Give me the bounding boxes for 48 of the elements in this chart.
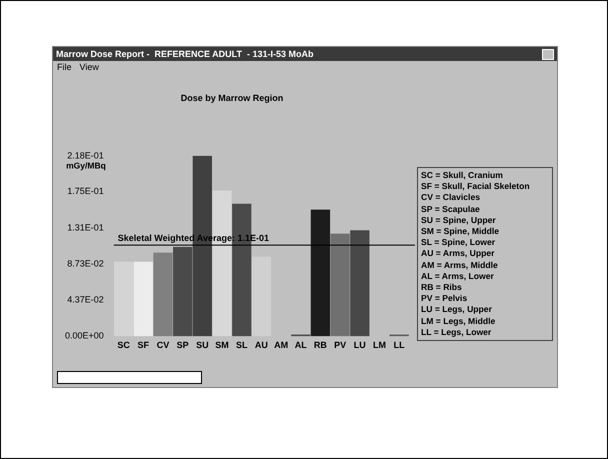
x-tick-label: SU <box>196 340 209 350</box>
x-tick-label: LM <box>372 340 386 350</box>
y-axis-title: mGy/MBq <box>66 160 106 170</box>
text: SL = Spine, Lower <box>421 237 496 248</box>
text: PV = Pelvis <box>421 293 468 304</box>
bar <box>153 252 173 336</box>
text: View <box>80 62 99 72</box>
x-tick-label: SF <box>138 340 150 350</box>
text: AU = Arms, Upper <box>421 248 496 260</box>
y-tick-label: 4.37E-02 <box>67 294 104 305</box>
text: Marrow Dose Report - REFERENCE ADULT - 131-I-53 MoAb <box>56 49 314 59</box>
bar <box>310 210 330 336</box>
text: SF = Skull, Facial Skeleton <box>421 181 531 192</box>
x-tick-label: SL <box>236 340 248 350</box>
y-tick-label: 1.75E-01 <box>67 186 104 196</box>
text: SU = Spine, Upper <box>421 214 497 226</box>
text: LM = Legs, Middle <box>421 316 496 327</box>
x-tick-label: CV <box>156 340 170 350</box>
x-tick-label: SC <box>117 340 130 350</box>
x-tick-label: LL <box>394 340 406 350</box>
x-tick-label: SP <box>176 340 189 350</box>
y-tick-label: 1.31E-01 <box>67 222 104 232</box>
x-tick-label: PV <box>334 340 346 350</box>
text: SP = Scapulae <box>421 204 481 215</box>
text: File <box>57 62 72 72</box>
text: RB = Ribs <box>421 282 463 294</box>
x-tick-label: RB <box>314 340 328 350</box>
bar <box>330 234 350 336</box>
text: AM = Arms, Middle <box>421 260 499 271</box>
text: AL = Arms, Lower <box>421 270 495 282</box>
text: SM = Spine, Middle <box>421 226 500 238</box>
bar <box>134 262 153 336</box>
bar <box>252 256 272 336</box>
bar <box>114 262 134 336</box>
y-tick-label: 8.73E-02 <box>67 258 104 268</box>
y-tick-label: 0.00E+00 <box>64 330 104 341</box>
text: LL = Legs, Lower <box>421 326 492 338</box>
text: LU = Legs, Upper <box>421 304 493 316</box>
y-tick-label: 2.18E-01 <box>67 150 104 160</box>
x-tick-label: AM <box>274 340 288 350</box>
x-tick-label: AU <box>254 340 268 350</box>
x-tick-label: LU <box>354 340 366 350</box>
x-tick-label: SM <box>215 340 229 350</box>
chart-title: Dose by Marrow Region <box>180 92 284 103</box>
text: SC = Skull, Cranium <box>421 170 504 182</box>
x-tick-label: AL <box>294 340 308 350</box>
bar <box>350 230 370 336</box>
text: CV = Clavicles <box>421 192 481 204</box>
